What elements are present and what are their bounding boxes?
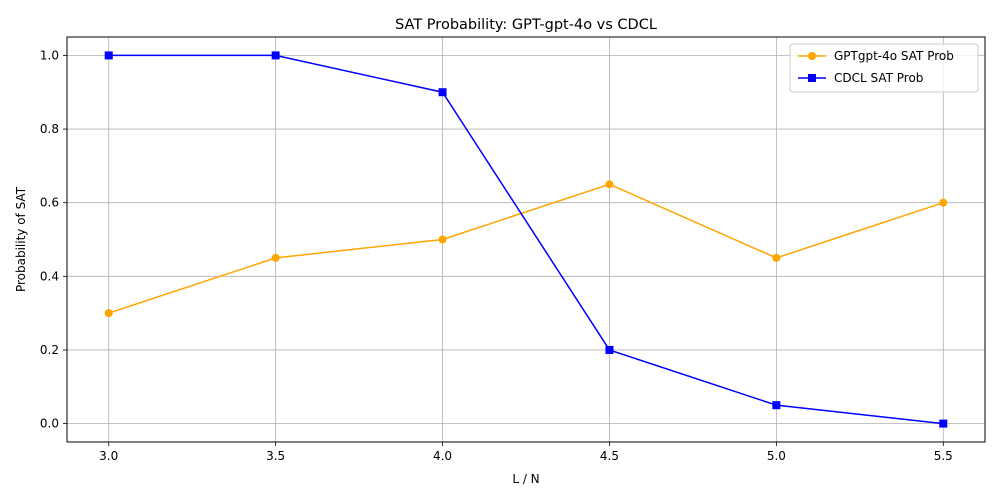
legend-label-gpt: GPTgpt-4o SAT Prob — [834, 49, 954, 63]
x-axis-label: L / N — [512, 472, 539, 486]
plot-frame — [66, 36, 986, 443]
data-point-gpt — [104, 309, 113, 318]
chart-title: SAT Probability: GPT-gpt-4o vs CDCL — [395, 17, 657, 33]
data-point-cdcl — [605, 345, 614, 354]
data-point-cdcl — [271, 51, 280, 60]
series-line-gpt — [108, 183, 944, 314]
data-point-gpt — [605, 180, 614, 189]
data-point-gpt — [438, 235, 447, 244]
x-tick-label: 5.0 — [767, 449, 786, 463]
y-axis-label: Probability of SAT — [14, 186, 28, 292]
data-point-cdcl — [104, 51, 113, 60]
series-line-cdcl — [108, 54, 944, 425]
data-point-cdcl — [438, 88, 447, 97]
x-tick-label: 4.5 — [600, 449, 619, 463]
y-tick-label: 1.0 — [40, 48, 59, 62]
y-tick-label: 0.0 — [40, 417, 59, 431]
x-tick-label: 3.0 — [99, 449, 118, 463]
grid — [67, 37, 985, 442]
x-tick-label: 4.0 — [433, 449, 452, 463]
legend-box — [789, 43, 979, 93]
x-tick-label: 3.5 — [266, 449, 285, 463]
axis-ticks: 3.0 3.5 4.0 4.5 5.0 5.5 0.0 0.2 0.4 0.6 0.8 1.0 — [40, 48, 953, 463]
y-tick-label: 0.6 — [40, 196, 59, 210]
data-point-gpt — [939, 198, 948, 207]
data-point-gpt — [772, 253, 781, 262]
y-tick-label: 0.4 — [40, 269, 59, 283]
y-tick-label: 0.2 — [40, 343, 59, 357]
series-lines — [104, 51, 948, 428]
legend-marker-gpt — [808, 52, 816, 60]
data-point-cdcl — [939, 419, 948, 428]
legend: GPTgpt-4o SAT Prob CDCL SAT Prob — [789, 43, 979, 93]
y-tick-label: 0.8 — [40, 122, 59, 136]
data-point-gpt — [271, 253, 280, 262]
data-point-cdcl — [772, 401, 781, 410]
legend-marker-cdcl — [808, 74, 816, 82]
legend-label-cdcl: CDCL SAT Prob — [834, 71, 923, 85]
x-tick-label: 5.5 — [934, 449, 953, 463]
